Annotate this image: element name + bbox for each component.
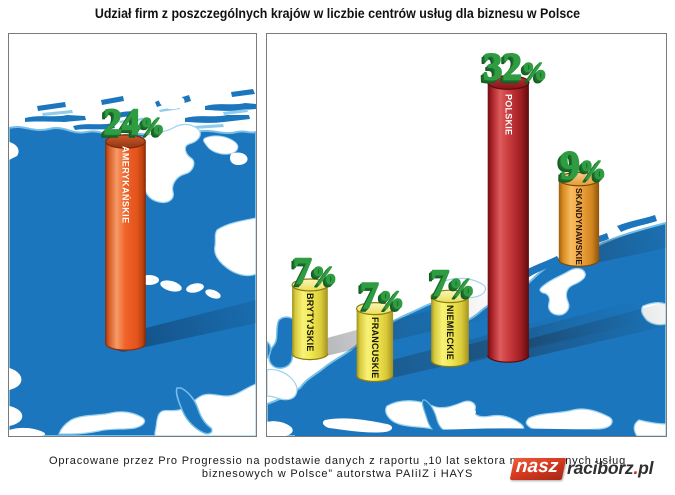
svg-text:24%: 24% [102, 104, 163, 145]
svg-text:7%: 7% [293, 251, 337, 293]
svg-text:SKANDYNAWSKIE: SKANDYNAWSKIE [574, 188, 584, 265]
svg-text:9%: 9% [560, 142, 606, 187]
svg-text:7%: 7% [360, 275, 404, 317]
svg-text:7%: 7% [292, 252, 336, 294]
svg-text:32%: 32% [483, 46, 547, 89]
svg-text:32%: 32% [482, 47, 546, 90]
svg-text:24%: 24% [104, 102, 165, 143]
svg-text:7%: 7% [429, 264, 473, 306]
svg-text:BRYTYJSKIE: BRYTYJSKIE [305, 293, 315, 352]
svg-text:AMERYKAŃSKIE: AMERYKAŃSKIE [121, 146, 131, 223]
svg-text:FRANCUSKIE: FRANCUSKIE [370, 317, 380, 379]
svg-text:7%: 7% [431, 263, 475, 305]
svg-text:POLSKIE: POLSKIE [504, 94, 514, 135]
svg-text:NIEMIECKIE: NIEMIECKIE [445, 305, 455, 360]
